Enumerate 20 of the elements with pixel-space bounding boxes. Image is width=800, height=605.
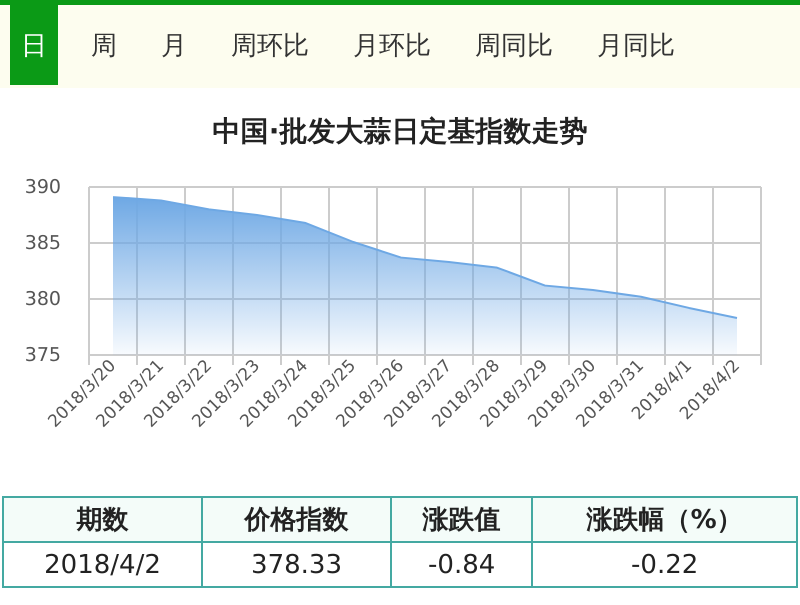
text: -0.84	[392, 543, 534, 586]
y-tick-label: 390	[24, 176, 61, 198]
category-label: 涨跌幅（%）	[585, 504, 744, 537]
category-label: 周环比	[220, 5, 320, 85]
y-tick-label: 385	[24, 232, 61, 254]
text: 378.33	[203, 543, 392, 586]
category-label: 月	[150, 5, 198, 85]
category-label: 月环比	[342, 5, 442, 85]
category-label: 涨跌值	[392, 498, 534, 541]
text: 2018/4/2	[4, 543, 203, 586]
category-label: 日	[10, 5, 58, 85]
y-tick-label: 375	[24, 344, 61, 366]
chart-title: 中国·批发大蒜日定基指数走势	[212, 114, 588, 148]
category-label: 月同比	[586, 5, 686, 85]
category-label: 周同比	[464, 5, 564, 85]
category-label: 周	[80, 5, 128, 85]
category-label: 价格指数	[203, 498, 392, 541]
category-label: 期数	[4, 498, 203, 541]
text: -0.22	[630, 548, 700, 582]
y-tick-label: 380	[24, 288, 61, 310]
